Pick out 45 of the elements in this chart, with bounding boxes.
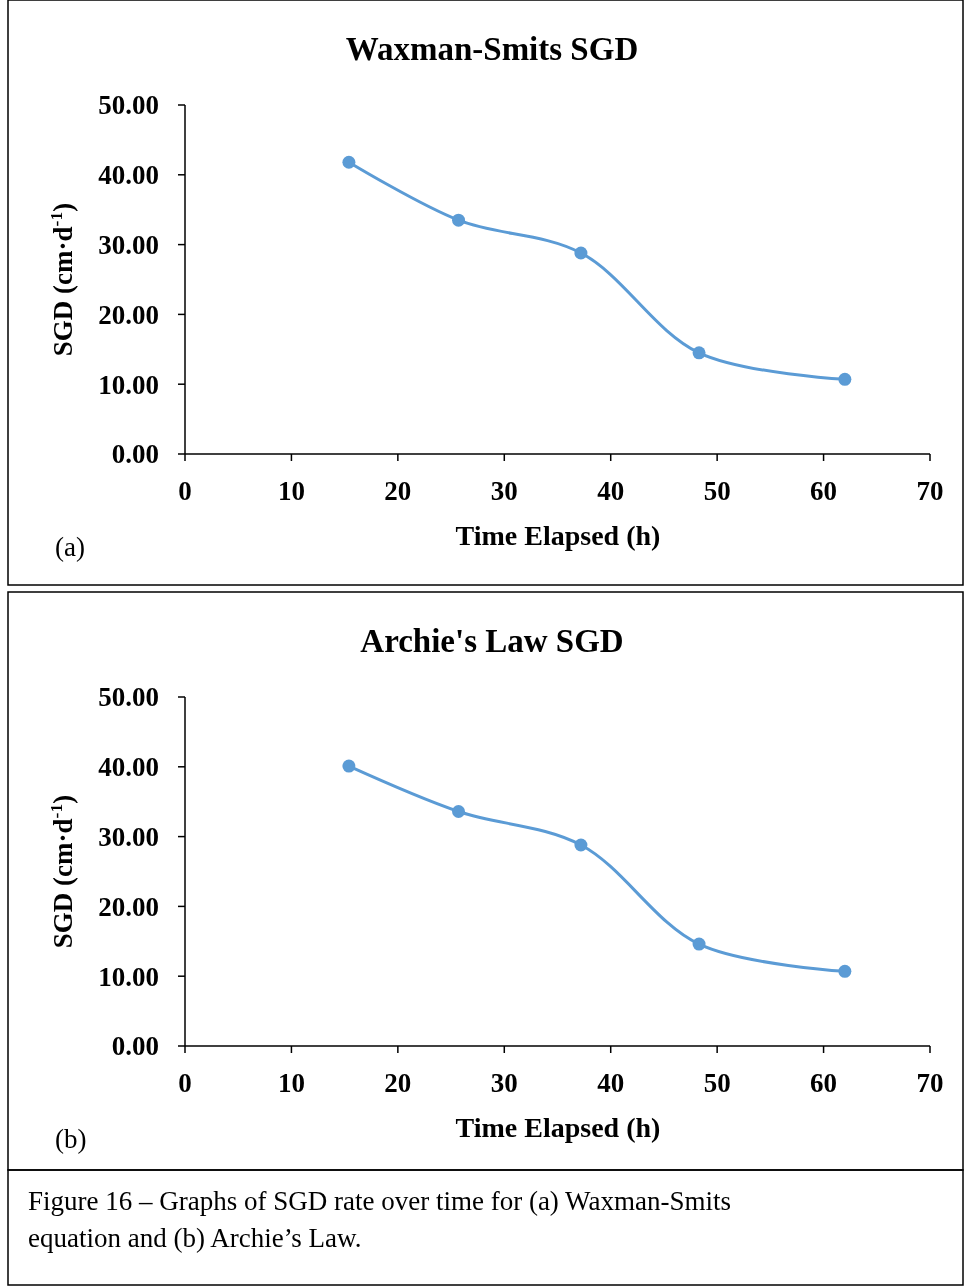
y-tick-label: 40.00	[98, 160, 159, 191]
point	[342, 759, 356, 773]
x-tick-label: 20	[384, 1068, 412, 1098]
y-tick-label: 20.00	[98, 299, 159, 330]
x-tick-label: 70	[916, 1068, 944, 1098]
chart-title: Waxman-Smits SGD	[345, 31, 639, 67]
x-tick-label: 0	[178, 1068, 192, 1098]
y-tick-label: 50.00	[98, 90, 159, 121]
point	[838, 964, 852, 978]
x-tick-label: 60	[810, 476, 838, 506]
x-axis-title: Time Elapsed (h)	[455, 520, 661, 551]
point	[574, 838, 588, 852]
x-tick-label: 10	[277, 1068, 305, 1098]
x-tick-label: 30	[490, 476, 518, 506]
caption: Figure 16 – Graphs of SGD rate over time for (a) Waxman-Smits equation and (b) Archie’s Law.	[28, 1186, 731, 1253]
x-tick-label: 0	[178, 476, 192, 506]
y-tick-label: 40.00	[98, 752, 159, 783]
x-tick-label: 50	[703, 476, 731, 506]
x-tick-label: 10	[277, 476, 305, 506]
text: (a)	[55, 532, 85, 562]
x-tick-label: 30	[490, 1068, 518, 1098]
point	[342, 155, 356, 169]
x-tick-label: 40	[597, 1068, 625, 1098]
x-tick-label: 70	[916, 476, 944, 506]
x-tick-label: 20	[384, 476, 412, 506]
x-tick-label: 60	[810, 1068, 838, 1098]
point	[838, 372, 852, 386]
y-tick-label: 30.00	[98, 822, 159, 853]
chart-title: Archie's Law SGD	[360, 623, 624, 659]
point	[452, 213, 466, 227]
y-tick-label: 0.00	[111, 1031, 159, 1062]
y-tick-label: 0.00	[111, 439, 159, 470]
y-tick-label: 10.00	[98, 961, 159, 992]
point	[574, 246, 588, 260]
x-tick-label: 40	[597, 476, 625, 506]
x-axis-title: Time Elapsed (h)	[455, 1112, 661, 1143]
point	[452, 804, 466, 818]
x-tick-label: 50	[703, 1068, 731, 1098]
y-tick-label: 50.00	[98, 682, 159, 713]
point	[692, 346, 706, 360]
y-tick-label: 30.00	[98, 230, 159, 261]
y-tick-label: 20.00	[98, 891, 159, 922]
point	[692, 937, 706, 951]
y-tick-label: 10.00	[98, 369, 159, 400]
text: (b)	[55, 1124, 87, 1154]
